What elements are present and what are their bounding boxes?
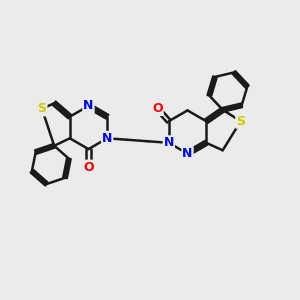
Text: O: O <box>83 160 94 174</box>
Text: O: O <box>152 102 163 115</box>
Text: N: N <box>182 147 193 160</box>
Text: N: N <box>83 99 94 112</box>
Text: N: N <box>164 136 174 149</box>
Text: S: S <box>236 115 245 128</box>
Text: S: S <box>38 102 46 116</box>
Text: N: N <box>102 132 112 145</box>
